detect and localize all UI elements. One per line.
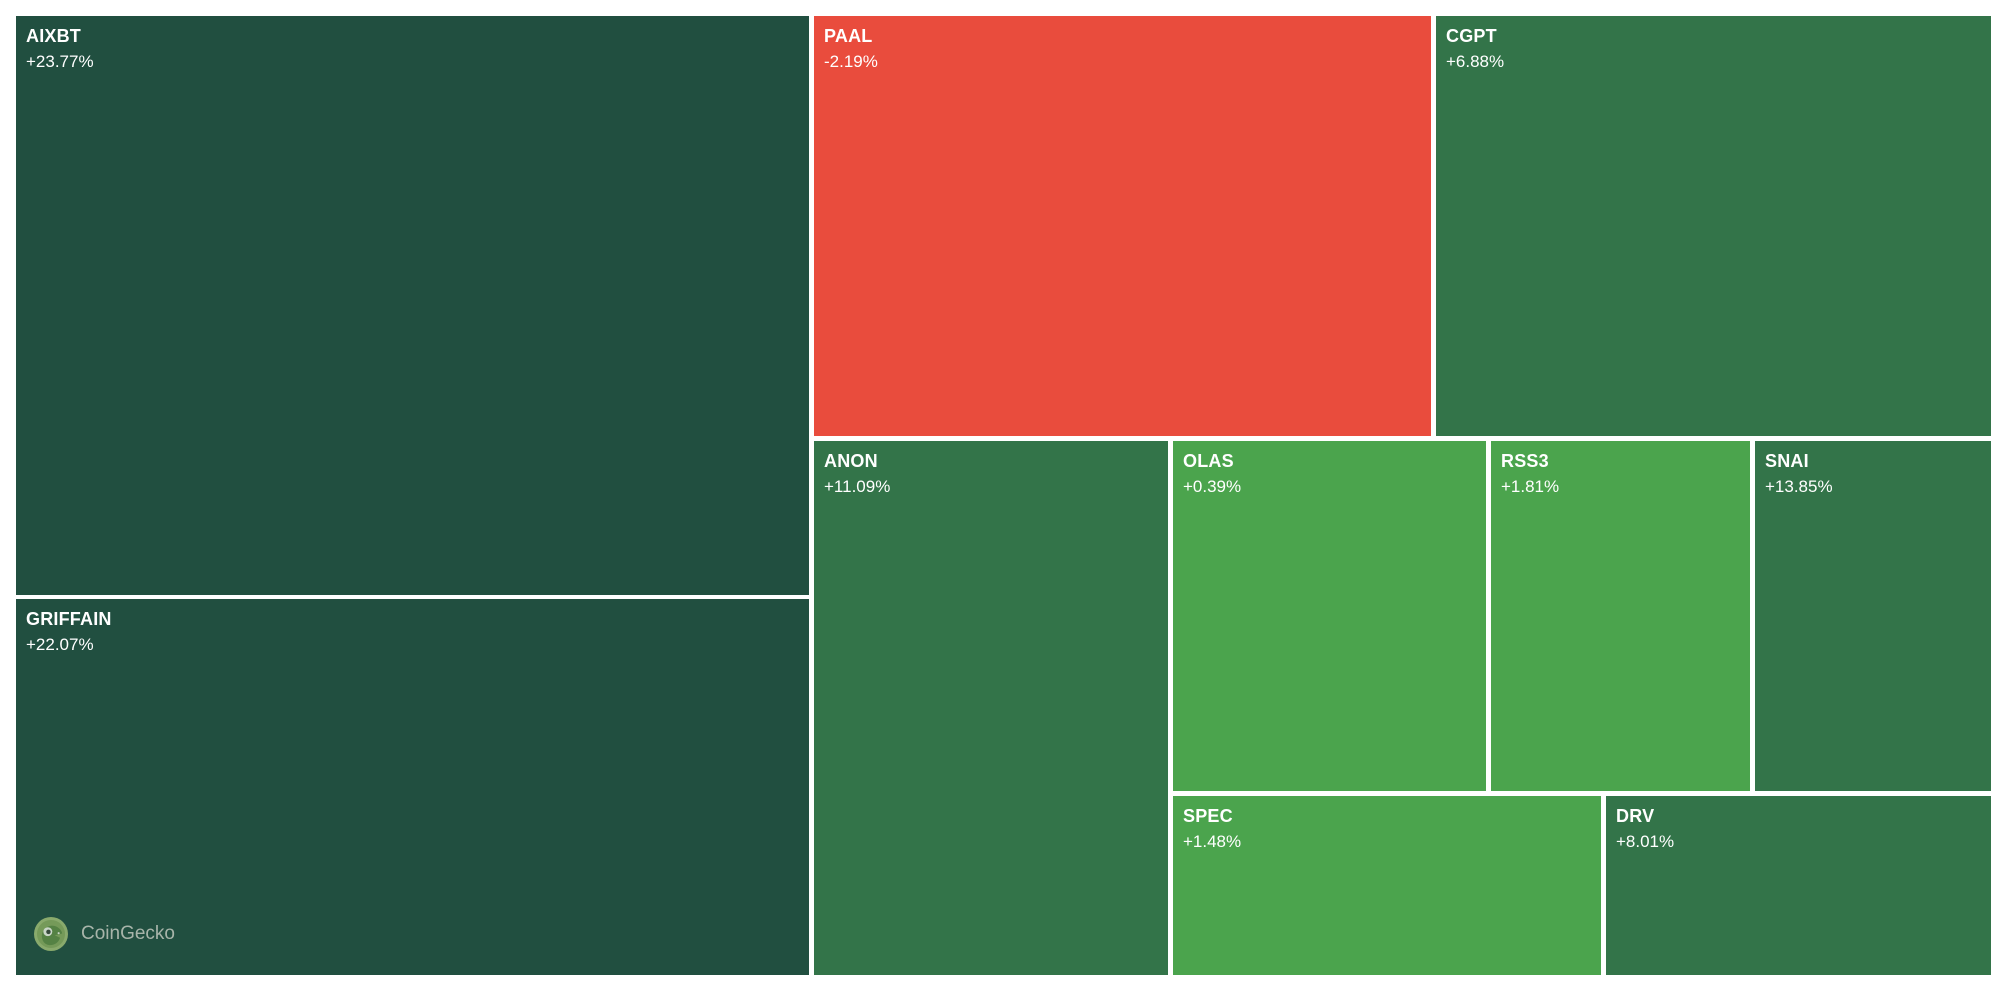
tile-symbol: AIXBT <box>26 26 81 46</box>
tile-snai[interactable]: SNAI +13.85% <box>1755 441 1991 791</box>
tile-cgpt[interactable]: CGPT +6.88% <box>1436 16 1991 436</box>
tile-paal[interactable]: PAAL -2.19% <box>814 16 1431 436</box>
tile-symbol: DRV <box>1616 806 1655 826</box>
tile-anon[interactable]: ANON +11.09% <box>814 441 1168 975</box>
tile-change: +23.77% <box>26 52 94 71</box>
tile-change: +11.09% <box>824 477 891 496</box>
tile-change: +22.07% <box>26 635 94 654</box>
tile-symbol: PAAL <box>824 26 873 46</box>
tile-drv[interactable]: DRV +8.01% <box>1606 796 1991 975</box>
tile-symbol: OLAS <box>1183 451 1234 471</box>
tile-olas[interactable]: OLAS +0.39% <box>1173 441 1486 791</box>
tile-symbol: SPEC <box>1183 806 1233 826</box>
tile-symbol: CGPT <box>1446 26 1497 46</box>
tile-change: -2.19% <box>824 52 878 71</box>
tile-symbol: RSS3 <box>1501 451 1549 471</box>
tile-symbol: SNAI <box>1765 451 1809 471</box>
tile-change: +1.48% <box>1183 832 1242 851</box>
tile-aixbt[interactable]: AIXBT +23.77% <box>16 16 809 595</box>
tile-symbol: GRIFFAIN <box>26 609 112 629</box>
tile-rss3[interactable]: RSS3 +1.81% <box>1491 441 1750 791</box>
tile-change: +0.39% <box>1183 477 1242 496</box>
tile-change: +1.81% <box>1501 477 1560 496</box>
tile-symbol: ANON <box>824 451 878 471</box>
tile-change: +8.01% <box>1616 832 1675 851</box>
tile-griffain[interactable]: GRIFFAIN +22.07% <box>16 599 809 975</box>
tile-change: +6.88% <box>1446 52 1505 71</box>
tile-spec[interactable]: SPEC +1.48% <box>1173 796 1601 975</box>
tile-change: +13.85% <box>1765 477 1833 496</box>
